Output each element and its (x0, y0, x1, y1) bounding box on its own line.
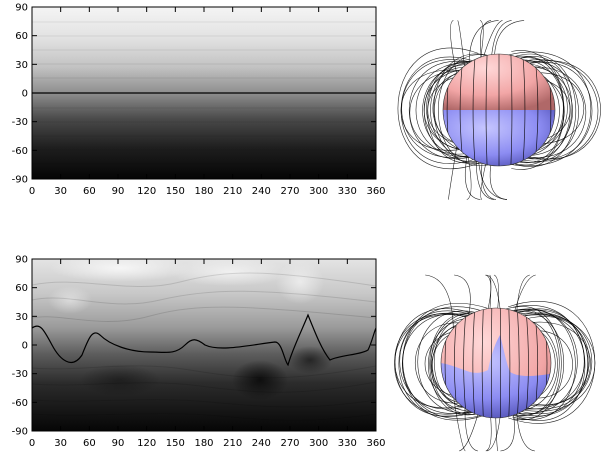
top-field-sphere (397, 20, 601, 200)
bottom-map-contours (32, 259, 376, 431)
top-y-tick-label: 30 (15, 60, 28, 71)
bottom-x-tick-label: 180 (194, 438, 213, 449)
bottom-x-tick-label: 0 (29, 438, 35, 449)
bottom-y-tick-label: -60 (12, 398, 28, 409)
bottom-map-features (32, 259, 376, 421)
top-x-tick-label: 150 (166, 186, 185, 197)
top-x-axis: 0 30 60 90 120 150 180 210 240 270 300 330 360 (29, 7, 386, 197)
top-x-tick-label: 270 (280, 186, 299, 197)
top-y-tick-label: 60 (15, 31, 28, 42)
bottom-x-tick-label: 360 (366, 438, 385, 449)
bottom-x-axis: 0 30 60 90 120 150 180 210 240 270 300 330 360 (29, 259, 386, 449)
bottom-y-tick-label: 90 (15, 255, 28, 266)
top-x-tick-label: 330 (338, 186, 357, 197)
top-x-tick-label: 180 (194, 186, 213, 197)
bottom-x-tick-label: 270 (280, 438, 299, 449)
bottom-x-tick-label: 90 (112, 438, 125, 449)
bottom-x-tick-label: 330 (338, 438, 357, 449)
bottom-x-tick-label: 120 (137, 438, 156, 449)
top-map-bands (32, 21, 376, 165)
bottom-y-tick-label: -30 (12, 369, 28, 380)
top-x-tick-label: 60 (83, 186, 96, 197)
top-x-tick-label: 0 (29, 186, 35, 197)
bottom-x-tick-label: 240 (252, 438, 271, 449)
bottom-x-tick-label: 60 (83, 438, 96, 449)
top-x-tick-label: 90 (112, 186, 125, 197)
bottom-x-tick-label: 30 (54, 438, 67, 449)
bottom-x-tick-label: 300 (309, 438, 328, 449)
top-x-tick-label: 30 (54, 186, 67, 197)
top-y-axis: 90 60 30 0 -30 -60 -90 (12, 3, 376, 186)
bottom-field-sphere (394, 274, 596, 452)
bottom-y-tick-label: 60 (15, 283, 28, 294)
bottom-y-axis: 90 60 30 0 -30 -60 -90 (12, 255, 376, 438)
bottom-neutral-line (32, 313, 376, 367)
bottom-sphere (440, 307, 552, 419)
bottom-x-tick-label: 150 (166, 438, 185, 449)
bottom-y-tick-label: -90 (12, 427, 28, 438)
top-x-tick-label: 210 (223, 186, 242, 197)
top-x-tick-label: 300 (309, 186, 328, 197)
bottom-y-tick-label: 0 (22, 341, 28, 352)
top-sphere-north (443, 54, 555, 110)
top-x-tick-label: 360 (366, 186, 385, 197)
top-y-tick-label: 0 (22, 89, 28, 100)
bottom-x-tick-label: 210 (223, 438, 242, 449)
top-x-tick-label: 120 (137, 186, 156, 197)
top-y-tick-label: 90 (15, 3, 28, 14)
top-x-tick-label: 240 (252, 186, 271, 197)
bottom-y-tick-label: 30 (15, 312, 28, 323)
top-y-tick-label: -60 (12, 146, 28, 157)
top-y-tick-label: -30 (12, 117, 28, 128)
top-y-tick-label: -90 (12, 175, 28, 186)
